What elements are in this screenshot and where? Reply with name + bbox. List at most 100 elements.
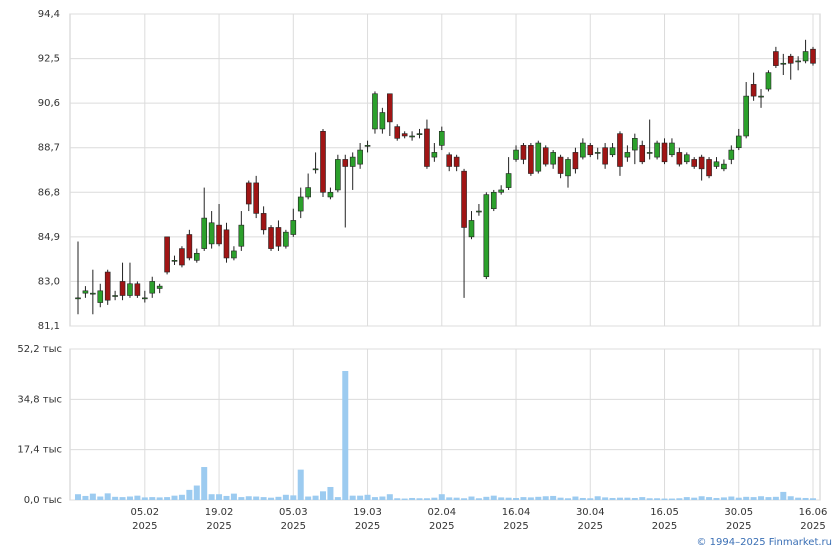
x-tick-label: 05.02 xyxy=(130,507,159,518)
y-tick-label: 84,9 xyxy=(38,232,60,243)
x-tick-label: 05.03 xyxy=(279,507,308,518)
volume-bar xyxy=(89,493,96,500)
volume-bar xyxy=(342,370,349,500)
volume-bar xyxy=(134,495,141,500)
candle-body xyxy=(646,152,653,154)
candle-body xyxy=(208,222,215,245)
candle-body xyxy=(713,161,720,167)
candle-body xyxy=(632,138,638,151)
x-tick-year: 2025 xyxy=(726,521,751,532)
x-tick-label: 19.03 xyxy=(353,507,382,518)
candle-body xyxy=(728,149,735,160)
volume-bar xyxy=(75,494,81,500)
candle-body xyxy=(253,182,259,214)
volume-bar xyxy=(706,497,713,500)
y-tick-label: 92,5 xyxy=(38,54,60,65)
candle-body xyxy=(305,187,311,198)
volume-bar xyxy=(683,497,690,500)
candle-body xyxy=(580,142,586,158)
candle-body xyxy=(216,224,222,245)
candle-body xyxy=(676,152,683,165)
volume-bar xyxy=(275,496,282,500)
volume-bar xyxy=(438,494,445,500)
volume-bar xyxy=(527,497,534,500)
candle-body xyxy=(104,271,111,301)
volume-bar xyxy=(587,498,594,500)
volume-bar xyxy=(371,497,378,500)
volume-bar xyxy=(208,494,215,500)
candle-body xyxy=(535,142,542,172)
volume-bar xyxy=(379,496,386,500)
y-tick-label: 90,6 xyxy=(38,98,60,109)
volume-bar xyxy=(305,496,312,500)
volume-bar xyxy=(468,496,475,500)
volume-bar xyxy=(423,498,430,500)
volume-bar xyxy=(156,497,163,500)
candle-body xyxy=(201,217,208,249)
candle-body xyxy=(624,152,631,158)
volume-bar xyxy=(646,498,653,500)
volume-bar xyxy=(104,493,111,500)
volume-bar xyxy=(394,498,401,500)
candle-body xyxy=(446,154,453,167)
volume-bar xyxy=(401,498,408,500)
candle-body xyxy=(802,51,809,62)
candle-body xyxy=(773,51,779,66)
x-tick-label: 30.04 xyxy=(576,507,605,518)
volume-bar xyxy=(602,497,609,500)
volume-bar xyxy=(579,497,586,500)
volume-bar xyxy=(772,496,779,500)
x-tick-label: 19.02 xyxy=(205,507,234,518)
candle-body xyxy=(90,292,96,295)
candle-body xyxy=(520,145,527,160)
candle-body xyxy=(461,170,467,228)
x-tick-year: 2025 xyxy=(281,521,306,532)
volume-tick-label: 0,0 тыс xyxy=(24,495,62,506)
volume-bar xyxy=(112,496,119,500)
candle-body xyxy=(587,145,594,156)
candle-body xyxy=(594,152,601,154)
volume-bar xyxy=(483,496,490,500)
candle-body xyxy=(164,236,170,273)
volume-bar xyxy=(654,498,661,500)
volume-bar xyxy=(691,497,698,500)
candle-body xyxy=(357,149,363,165)
candle-body xyxy=(335,159,341,191)
volume-bar xyxy=(282,494,289,500)
candle-body xyxy=(557,156,564,174)
volume-bar xyxy=(260,497,267,500)
volume-bar xyxy=(320,491,326,500)
candle-body xyxy=(765,72,772,90)
candle-body xyxy=(735,135,742,149)
candle-body xyxy=(743,95,749,137)
candle-body xyxy=(542,147,549,165)
volume-bar xyxy=(171,495,178,500)
volume-bar xyxy=(676,498,683,500)
candle-body xyxy=(617,133,623,167)
volume-tick-label: 17,4 тыс xyxy=(17,445,62,456)
candle-body xyxy=(468,220,475,238)
candle-body xyxy=(349,156,356,167)
y-tick-label: 83,0 xyxy=(38,276,60,287)
candle-body xyxy=(528,145,534,174)
volume-bar xyxy=(178,494,185,500)
x-tick-year: 2025 xyxy=(503,521,528,532)
candle-body xyxy=(149,281,156,294)
candle-body xyxy=(758,95,764,98)
volume-frame xyxy=(69,348,821,501)
x-tick-label: 16.06 xyxy=(799,507,828,518)
candle-body xyxy=(245,182,252,205)
volume-bar xyxy=(446,497,453,500)
candle-body xyxy=(387,93,393,123)
volume-bar xyxy=(720,497,727,500)
candle-body xyxy=(193,252,200,261)
y-tick-label: 94,4 xyxy=(38,9,60,20)
volume-bar xyxy=(431,497,438,500)
candle-body xyxy=(698,156,705,170)
candle-body xyxy=(787,55,794,64)
candle-body xyxy=(179,248,185,266)
candle-body xyxy=(231,250,237,259)
volume-bar xyxy=(230,493,237,500)
volume-bar xyxy=(201,467,208,500)
